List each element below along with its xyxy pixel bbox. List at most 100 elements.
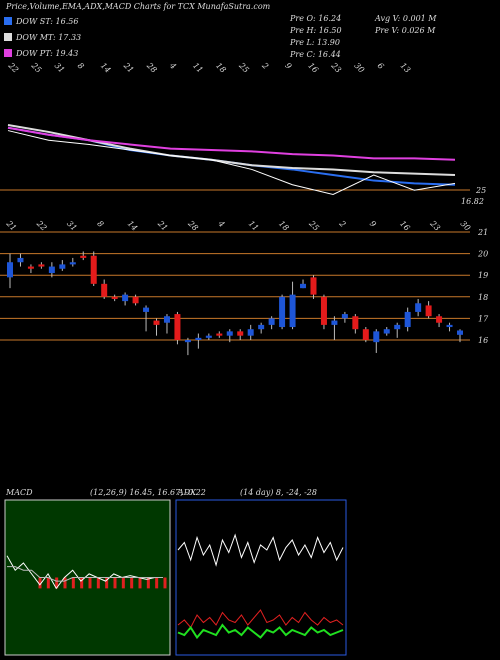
date-label: 6 [376,61,386,71]
macd-histogram-bar [80,577,84,589]
candle-body [184,340,191,343]
macd-histogram-bar [71,577,75,589]
date-label: 4 [216,218,227,229]
candle-body [352,316,359,330]
date-label: 31 [65,219,79,233]
candle-body [457,330,463,335]
date-label: 14 [126,219,140,233]
candle-body [69,262,76,265]
date-label: 8 [95,219,105,229]
candle-body [27,266,34,269]
stat: Pre O: 16.24 [289,14,341,23]
date-label: 16 [306,61,320,75]
date-label: 25 [307,218,321,232]
candle-body [237,331,244,336]
macd-histogram-bar [113,577,117,589]
candle-body [436,316,443,323]
adx-line [177,623,344,640]
candle-body [153,320,160,325]
stat: Pre H: 16.50 [289,26,342,35]
date-label: 13 [399,61,413,75]
date-label: 31 [53,61,67,75]
date-label: 14 [99,61,113,75]
ema-line [7,126,456,161]
date-label: 28 [185,218,199,232]
candle-body [446,324,453,328]
macd-histogram-bar [46,577,50,589]
volume-stat: Pre V: 0.026 M [374,26,436,35]
macd-histogram-bar [105,577,109,589]
annotation: 16.82 [461,197,484,206]
y-tick-label: 18 [478,293,488,302]
adx-line [177,609,344,629]
candle-body [320,296,327,325]
date-label: 11 [191,61,205,75]
date-label: 28 [144,60,158,74]
candle-body [205,335,212,338]
date-label: 4 [167,60,178,71]
candle-body [383,329,390,334]
candle-body [394,324,401,330]
annotation: 25 [475,186,486,195]
candle-body [174,314,181,340]
y-tick-label: 19 [478,271,488,280]
macd-histogram-bar [121,577,125,589]
date-label: 23 [428,218,442,232]
macd-histogram-bar [138,577,142,589]
date-label: 18 [214,61,228,75]
date-label: 9 [368,219,378,229]
date-label: 11 [247,219,261,233]
candle-body [268,318,275,325]
date-label: 25 [236,60,250,74]
ema-line [7,126,456,186]
date-label: 22 [34,218,48,232]
stat: Pre L: 13.90 [289,38,340,47]
candle-body [101,283,108,297]
legend-label: DOW MT: 17.33 [15,33,81,42]
candle-body [310,277,317,295]
candle-body [80,255,87,258]
date-label: 23 [329,60,343,74]
candle-body [226,331,233,336]
date-label: 9 [283,61,293,71]
legend-label: DOW ST: 16.56 [15,17,78,26]
date-label: 16 [398,219,412,233]
candle-body [425,305,432,317]
candle-body [195,337,202,340]
y-tick-label: 20 [477,250,488,259]
macd-histogram-bar [38,577,42,589]
candle-body [216,333,223,336]
macd-histogram-bar [146,577,150,589]
date-label: 30 [352,61,366,75]
candle-body [111,296,118,299]
adx-line [177,533,344,567]
candle-body [90,255,97,284]
macd-histogram-bar [55,577,59,589]
date-label: 2 [260,60,271,71]
signal-line [7,566,163,582]
candle-body [17,257,24,263]
candle-body [373,331,380,343]
macd-histogram-bar [88,577,92,589]
date-label: 21 [4,218,18,232]
candle-body [331,320,338,325]
candle-body [341,314,348,319]
legend-swatch [4,33,12,41]
page-title: Price,Volume,EMA,ADX,MACD Charts for TCX… [5,2,271,11]
date-label: 21 [155,218,169,232]
date-label: 21 [121,60,135,74]
date-label: 2 [337,218,348,229]
candle-body [247,329,254,336]
candle-body [38,264,45,267]
date-label: 25 [29,60,43,74]
y-tick-label: 21 [477,228,488,237]
candle-body [279,296,286,328]
adx-panel [175,499,347,656]
legend-swatch [4,49,12,57]
candle-body [7,262,13,278]
stat: Pre C: 16.44 [289,50,341,59]
macd-histogram-bar [130,577,134,589]
legend-label: DOW PT: 19.43 [15,49,78,58]
macd-histogram-bar [63,577,67,589]
